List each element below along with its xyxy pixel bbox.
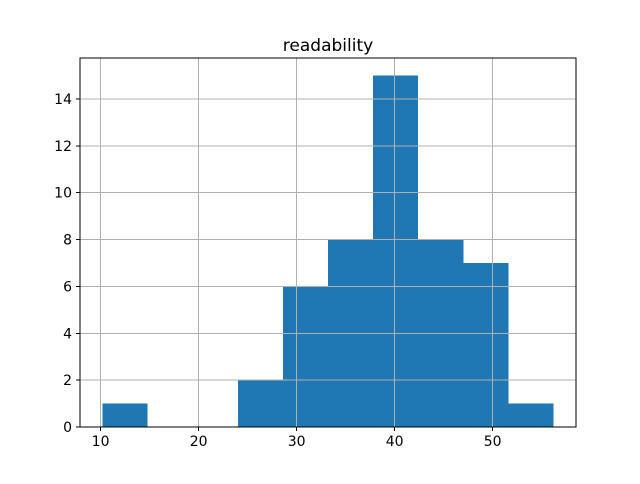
- bars-layer: [102, 75, 554, 427]
- histogram-bar: [508, 403, 554, 427]
- x-tick-label: 50: [484, 434, 502, 450]
- histogram-bar: [237, 380, 283, 427]
- histogram-bar: [282, 286, 328, 427]
- y-tick-label: 14: [54, 92, 72, 108]
- y-tick-label: 4: [63, 326, 72, 342]
- y-tick-label: 12: [54, 139, 72, 155]
- chart-title: readability: [283, 36, 373, 56]
- x-tick-label: 20: [190, 434, 208, 450]
- y-tick-label: 0: [63, 420, 72, 436]
- y-tick-label: 2: [63, 373, 72, 389]
- grid-layer: [80, 58, 576, 427]
- tick-labels-layer: 10 20 30 40 50 0 2 4 6 8 10 12 14: [54, 92, 501, 450]
- x-tick-label: 30: [288, 434, 306, 450]
- y-tick-label: 8: [63, 233, 72, 249]
- y-tick-label: 10: [54, 186, 72, 202]
- y-tick-label: 6: [63, 279, 72, 295]
- ticks-layer: [76, 98, 494, 431]
- axes-frame: [79, 57, 577, 428]
- x-tick-label: 10: [92, 434, 110, 450]
- x-tick-label: 40: [386, 434, 404, 450]
- plot-border: [79, 57, 577, 428]
- histogram-bar: [463, 263, 509, 427]
- histogram-bar: [373, 75, 419, 427]
- histogram-bar: [102, 403, 148, 427]
